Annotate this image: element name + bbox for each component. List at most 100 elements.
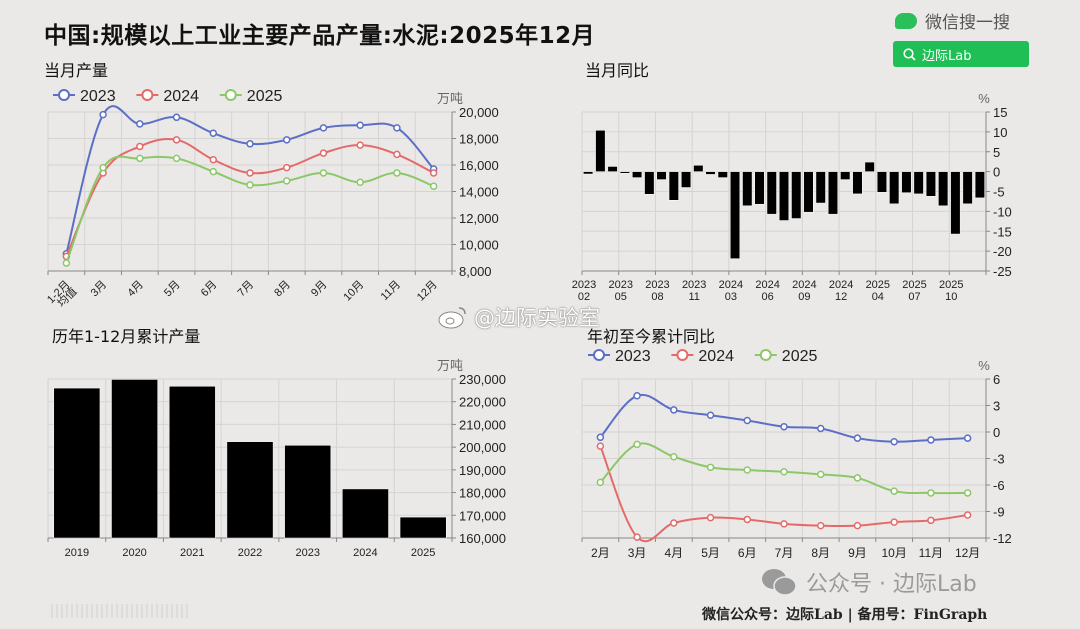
data-point[interactable] xyxy=(927,489,935,497)
bar[interactable] xyxy=(644,171,655,195)
bar[interactable] xyxy=(962,171,973,205)
data-point[interactable] xyxy=(706,513,715,522)
data-point[interactable] xyxy=(816,521,825,530)
bar[interactable] xyxy=(901,171,912,193)
data-point[interactable] xyxy=(633,392,641,400)
data-point[interactable] xyxy=(927,436,935,444)
data-point[interactable] xyxy=(356,178,364,186)
data-point[interactable] xyxy=(319,169,328,177)
data-point[interactable] xyxy=(963,511,972,519)
data-point[interactable] xyxy=(890,518,898,526)
data-point[interactable] xyxy=(816,470,825,479)
data-point[interactable] xyxy=(633,533,641,541)
data-point[interactable] xyxy=(633,440,641,449)
bar[interactable] xyxy=(583,171,594,175)
bar[interactable] xyxy=(791,171,802,219)
data-point[interactable] xyxy=(246,140,254,148)
data-point[interactable] xyxy=(780,520,788,528)
data-point[interactable] xyxy=(670,406,678,414)
data-point[interactable] xyxy=(246,181,254,189)
bar[interactable] xyxy=(619,171,630,174)
bar[interactable] xyxy=(925,171,936,197)
data-point[interactable] xyxy=(853,434,862,442)
data-point[interactable] xyxy=(136,154,144,163)
data-point[interactable] xyxy=(596,442,605,450)
data-point[interactable] xyxy=(172,136,181,144)
bar[interactable] xyxy=(595,130,606,172)
bar[interactable] xyxy=(938,171,949,207)
data-point[interactable] xyxy=(596,478,605,487)
legend-item-2025[interactable]: 2025 xyxy=(754,348,818,365)
data-point[interactable] xyxy=(282,136,291,144)
bar[interactable] xyxy=(284,445,332,539)
bar[interactable] xyxy=(974,171,985,199)
bar[interactable] xyxy=(168,386,216,539)
bar[interactable] xyxy=(705,171,716,175)
data-point[interactable] xyxy=(853,521,862,530)
bar[interactable] xyxy=(693,165,704,172)
bar[interactable] xyxy=(876,171,887,193)
data-point[interactable] xyxy=(136,120,144,128)
legend-item-2024[interactable]: 2024 xyxy=(136,88,199,105)
bar[interactable] xyxy=(632,171,643,178)
data-point[interactable] xyxy=(99,110,107,119)
legend-item-2025[interactable]: 2025 xyxy=(219,88,283,105)
data-point[interactable] xyxy=(319,124,328,132)
bar[interactable] xyxy=(668,171,679,201)
data-point[interactable] xyxy=(927,516,935,525)
data-point[interactable] xyxy=(136,142,144,151)
bar[interactable] xyxy=(342,488,389,539)
data-point[interactable] xyxy=(890,437,898,446)
data-point[interactable] xyxy=(62,259,71,267)
data-point[interactable] xyxy=(282,163,291,172)
data-point[interactable] xyxy=(743,466,752,474)
legend-item-2024[interactable]: 2024 xyxy=(671,348,734,365)
bar[interactable] xyxy=(53,387,101,539)
data-point[interactable] xyxy=(209,167,218,176)
data-point[interactable] xyxy=(706,463,715,472)
data-point[interactable] xyxy=(780,422,788,431)
data-point[interactable] xyxy=(963,489,972,497)
bar[interactable] xyxy=(950,171,961,235)
bar[interactable] xyxy=(864,161,875,172)
bar[interactable] xyxy=(730,171,741,259)
wechat-search-button[interactable]: 边际Lab xyxy=(893,41,1029,67)
data-point[interactable] xyxy=(816,424,825,433)
bar[interactable] xyxy=(717,171,728,178)
data-point[interactable] xyxy=(743,416,752,425)
bar[interactable] xyxy=(778,171,790,221)
data-point[interactable] xyxy=(743,515,752,524)
bar[interactable] xyxy=(681,171,692,188)
bar[interactable] xyxy=(766,171,777,215)
data-point[interactable] xyxy=(429,182,438,190)
data-point[interactable] xyxy=(429,169,438,177)
legend-item-2023[interactable]: 2023 xyxy=(588,348,651,365)
data-point[interactable] xyxy=(963,434,972,442)
data-point[interactable] xyxy=(780,468,788,476)
bar[interactable] xyxy=(111,379,158,539)
data-point[interactable] xyxy=(172,154,181,163)
data-point[interactable] xyxy=(356,141,364,149)
data-point[interactable] xyxy=(890,487,898,495)
bar[interactable] xyxy=(827,171,838,215)
data-point[interactable] xyxy=(596,433,605,442)
data-point[interactable] xyxy=(246,169,254,177)
bar[interactable] xyxy=(226,441,274,539)
data-point[interactable] xyxy=(99,163,107,172)
data-point[interactable] xyxy=(209,155,218,164)
legend-item-2023[interactable]: 2023 xyxy=(53,88,116,105)
data-point[interactable] xyxy=(670,452,678,461)
data-point[interactable] xyxy=(670,519,678,527)
data-point[interactable] xyxy=(356,121,364,129)
data-point[interactable] xyxy=(706,411,715,419)
data-point[interactable] xyxy=(172,113,181,122)
bar[interactable] xyxy=(815,171,826,204)
data-point[interactable] xyxy=(319,149,328,157)
data-point[interactable] xyxy=(853,474,862,482)
data-point[interactable] xyxy=(393,124,401,132)
bar[interactable] xyxy=(889,171,900,205)
bar[interactable] xyxy=(840,171,851,180)
bar[interactable] xyxy=(913,171,924,195)
data-point[interactable] xyxy=(282,177,291,185)
bar[interactable] xyxy=(656,171,667,180)
